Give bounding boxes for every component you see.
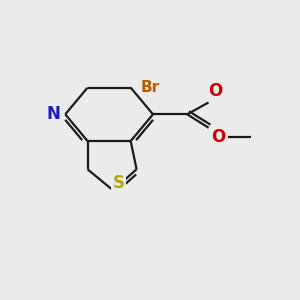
- Text: O: O: [208, 82, 223, 100]
- Text: S: S: [113, 174, 125, 192]
- Text: N: N: [46, 105, 60, 123]
- Text: Br: Br: [140, 80, 160, 95]
- Text: O: O: [211, 128, 226, 146]
